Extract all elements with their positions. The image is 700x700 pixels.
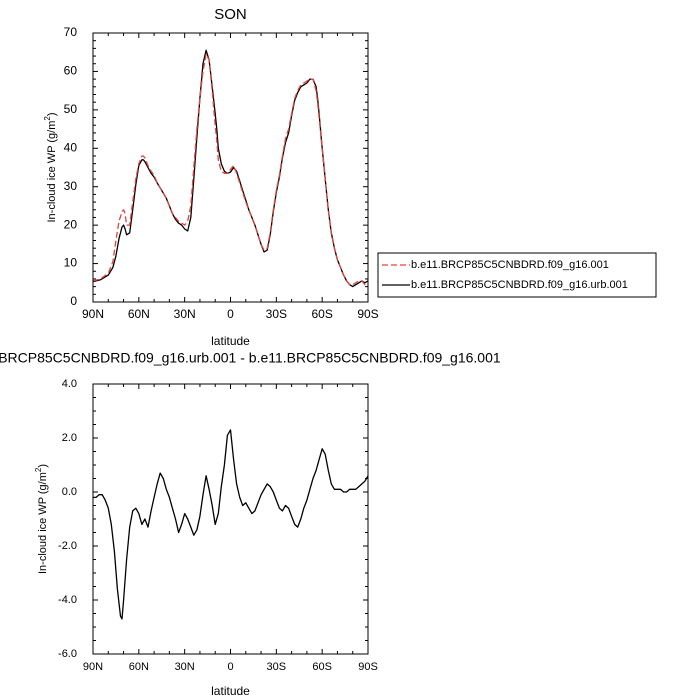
y-tick-label: -2.0 <box>58 540 77 552</box>
y-tick-label: -4.0 <box>58 594 77 606</box>
legend-box <box>377 252 657 298</box>
x-tick-label: 0 <box>227 307 234 321</box>
y-tick-label: -6.0 <box>58 648 77 660</box>
chart-title: b.e11.BRCP85C5CNBDRD.f09_g16.urb.001 - b… <box>0 350 501 366</box>
x-tick-label: 60S <box>311 307 332 321</box>
y-tick-label: 0.0 <box>62 486 77 498</box>
y-axis-label-close: ) <box>46 112 58 116</box>
y-tick-label: 40 <box>64 140 78 154</box>
y-tick-label: 20 <box>64 217 78 231</box>
y-tick-label: 2.0 <box>62 432 77 444</box>
y-tick-label: 10 <box>64 256 78 270</box>
legend-label-2: b.e11.BRCP85C5CNBDRD.f09_g16.urb.001 <box>411 279 628 291</box>
x-axis-label: latitude <box>211 334 250 348</box>
plot-frame <box>92 383 369 655</box>
y-tick-label: 0 <box>70 294 77 308</box>
series-line-1 <box>93 53 368 286</box>
y-tick-label: 60 <box>64 64 78 78</box>
series-line-2 <box>93 49 368 288</box>
x-tick-label: 30N <box>175 661 195 673</box>
y-tick-label: 30 <box>64 179 78 193</box>
x-tick-label: 60N <box>129 661 149 673</box>
bottom-panel-difference: b.e11.BRCP85C5CNBDRD.f09_g16.urb.001 - b… <box>0 350 501 698</box>
x-axis-label: latitude <box>211 684 250 698</box>
x-tick-label: 90N <box>82 307 104 321</box>
y-axis-label: In-cloud ice WP (g/m2) <box>43 112 58 222</box>
y-axis-label: In-cloud ice WP (g/m2) <box>34 464 49 574</box>
series-line-1 <box>93 429 368 620</box>
x-tick-label: 90N <box>83 661 103 673</box>
y-axis-label-superscript: 2 <box>43 116 52 121</box>
x-tick-label: 60S <box>312 661 332 673</box>
y-tick-label: 4.0 <box>62 378 77 390</box>
y-axis-label-close: ) <box>37 464 49 468</box>
chart-title: SON <box>214 6 247 23</box>
plot-frame <box>92 32 369 303</box>
x-tick-label: 30N <box>174 307 196 321</box>
y-axis-label-superscript: 2 <box>34 467 43 472</box>
y-tick-label: 50 <box>64 102 78 116</box>
x-tick-label: 30S <box>266 307 287 321</box>
y-tick-label: 70 <box>64 25 78 39</box>
y-axis-label-text: In-cloud ice WP (g/m <box>46 121 58 223</box>
x-tick-label: 30S <box>267 661 287 673</box>
top-panel-son: SON 90N 60N 30N 0 30S 60S 90S 0 10 20 30 40 50 60 70 lat… <box>43 6 657 348</box>
y-axis-label-text: In-cloud ice WP (g/m <box>37 472 49 574</box>
legend-label-1: b.e11.BRCP85C5CNBDRD.f09_g16.001 <box>411 259 609 271</box>
x-tick-label: 90S <box>357 307 378 321</box>
x-tick-label: 60N <box>128 307 150 321</box>
x-tick-label: 0 <box>227 661 233 673</box>
x-tick-label: 90S <box>358 661 378 673</box>
